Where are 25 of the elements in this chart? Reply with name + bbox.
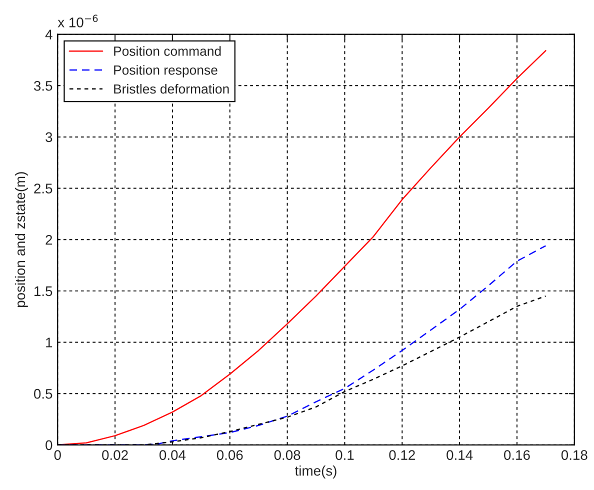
x-tick-label: 0.06 xyxy=(216,450,243,460)
y-tick-label: 3.5 xyxy=(34,80,52,91)
y-tick-label: 0 xyxy=(46,440,52,450)
x-tick-label: 0.1 xyxy=(336,450,354,460)
legend-label: Bristles deformation xyxy=(114,84,229,94)
y-tick-label: 2.5 xyxy=(34,184,52,194)
x-tick-label: 0 xyxy=(54,450,61,460)
x-tick-label: 0.16 xyxy=(504,450,530,460)
x-tick-label: 0.04 xyxy=(159,450,186,460)
x-tick-label: 0.02 xyxy=(102,450,128,460)
x-tick-label: 0.14 xyxy=(446,450,473,460)
legend-label: Position response xyxy=(114,65,218,78)
y-tick-label: 3 xyxy=(46,132,52,142)
y-tick-label: 1 xyxy=(46,338,52,348)
x-tick-label: 0.12 xyxy=(389,450,415,460)
y-axis-title: position and zstate(m) xyxy=(14,172,28,308)
y-tick-label: 0.5 xyxy=(34,388,52,399)
text: x 10$^{−6}$ xyxy=(58,14,98,28)
y-tick-label: 2 xyxy=(46,234,52,245)
y-tick-label: 4 xyxy=(45,30,52,40)
x-tick-label: 0.18 xyxy=(561,450,588,460)
x-axis-title: time(s) xyxy=(295,466,336,478)
legend-label: Position command xyxy=(114,46,221,56)
y-tick-label: 1.5 xyxy=(34,286,52,296)
x-tick-label: 0.08 xyxy=(274,450,300,460)
